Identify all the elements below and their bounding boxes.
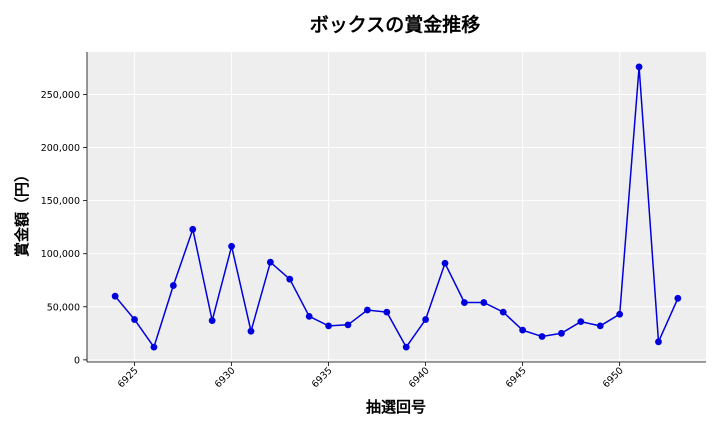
data-point [344, 321, 352, 329]
data-point [499, 308, 507, 316]
x-tick-label: 6925 [116, 365, 141, 390]
data-point [461, 299, 468, 306]
data-point [247, 327, 255, 335]
data-point [189, 225, 197, 233]
axes [83, 52, 706, 366]
x-tick-label: 6950 [601, 365, 626, 390]
data-point [577, 318, 585, 326]
y-tick-label: 200,000 [41, 143, 80, 154]
data-point [402, 343, 410, 351]
data-point [635, 63, 643, 71]
y-tick-label: 100,000 [41, 249, 80, 260]
data-point [422, 316, 430, 323]
data-point [441, 259, 449, 267]
data-point [266, 258, 274, 266]
x-axis-label: 抽選回号 [366, 398, 426, 416]
y-tick-label: 0 [74, 355, 80, 366]
data-point [538, 333, 546, 340]
grid [87, 52, 706, 362]
data-point [519, 326, 527, 334]
data-point [111, 292, 119, 300]
chart-title: ボックスの賞金推移 [310, 13, 480, 36]
x-tick-label: 6935 [310, 365, 335, 390]
y-tick-label: 150,000 [41, 196, 80, 207]
data-point [131, 316, 138, 323]
data-point [616, 310, 624, 318]
data-point [325, 322, 332, 330]
data-point [208, 317, 216, 324]
data-point [363, 306, 371, 314]
data-point [228, 242, 235, 250]
plot-area [87, 52, 706, 362]
x-tick-label: 6940 [407, 365, 432, 390]
y-tick-label: 50,000 [47, 302, 80, 313]
data-point [286, 275, 294, 283]
data-point [558, 329, 565, 337]
data-point [480, 299, 488, 306]
data-point [150, 343, 158, 351]
data-point [305, 312, 313, 320]
y-tick-label: 250,000 [41, 90, 80, 101]
data-point [596, 322, 604, 330]
series-line [111, 63, 682, 351]
x-tick-label: 6930 [213, 365, 238, 390]
data-point [383, 308, 391, 316]
data-point [674, 294, 682, 302]
y-axis-label: 賞金額（円） [13, 167, 31, 257]
x-tick-label: 6945 [504, 365, 529, 390]
data-point [169, 282, 177, 289]
data-point [655, 338, 662, 346]
